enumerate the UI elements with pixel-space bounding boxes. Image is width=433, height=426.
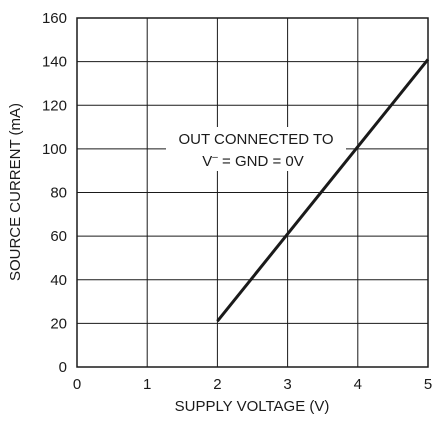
y-tick-label: 160 bbox=[42, 10, 67, 27]
tick-labels: 0 1 2 3 4 5 0 20 40 60 80 100 120 140 160 bbox=[42, 10, 432, 393]
y-axis-title: SOURCE CURRENT (mA) bbox=[7, 103, 24, 281]
series-line bbox=[216, 58, 430, 323]
y-tick-label: 0 bbox=[59, 359, 67, 376]
x-tick-label: 5 bbox=[424, 376, 432, 393]
annotation-line-1: OUT CONNECTED TO bbox=[178, 131, 333, 148]
grid bbox=[77, 18, 428, 367]
annotation-v-label: V bbox=[202, 153, 212, 170]
x-tick-label: 3 bbox=[283, 376, 291, 393]
y-tick-label: 20 bbox=[50, 315, 67, 332]
y-tick-label: 140 bbox=[42, 54, 67, 71]
y-tick-label: 80 bbox=[50, 185, 67, 202]
x-tick-label: 0 bbox=[73, 376, 81, 393]
plot-frame bbox=[76, 17, 429, 368]
x-axis-title: SUPPLY VOLTAGE (V) bbox=[175, 398, 330, 415]
x-tick-label: 2 bbox=[213, 376, 221, 393]
series bbox=[216, 58, 430, 323]
y-tick-label: 100 bbox=[42, 141, 67, 158]
x-tick-label: 1 bbox=[143, 376, 151, 393]
y-tick-label: 120 bbox=[42, 97, 67, 114]
annotation-background bbox=[166, 127, 346, 171]
annotation-v-superscript: – bbox=[212, 152, 218, 163]
annotation-equation: = GND = 0V bbox=[218, 153, 304, 170]
x-tick-label: 4 bbox=[354, 376, 362, 393]
y-tick-label: 60 bbox=[50, 228, 67, 245]
y-tick-label: 40 bbox=[50, 272, 67, 289]
annotation-line-2: V– = GND = 0V bbox=[202, 152, 303, 170]
annotation: OUT CONNECTED TO V– = GND = 0V bbox=[166, 127, 346, 171]
